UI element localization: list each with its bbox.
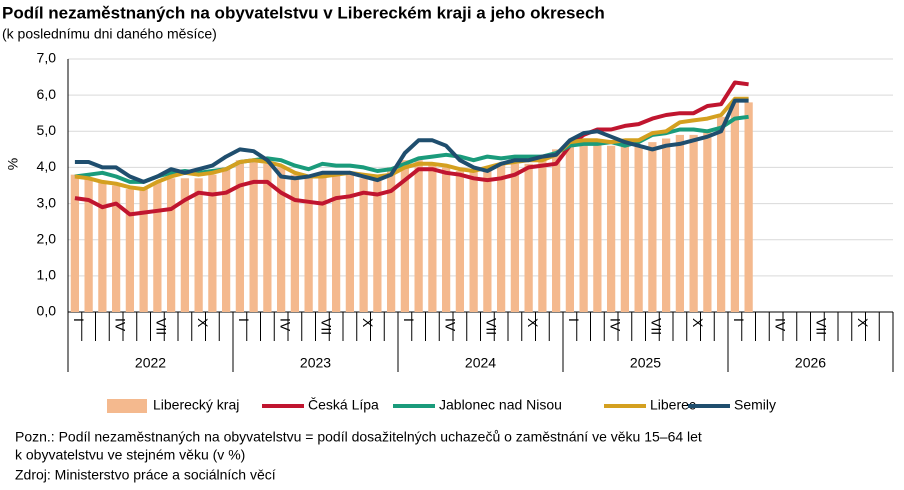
legend-label: Česká Lípa [308,397,379,413]
x-tick-label: VII [484,318,500,335]
bar [125,189,134,312]
x-tick-label: X [195,318,211,328]
x-tick-label: IV [772,318,788,332]
x-tick-label: X [360,318,376,328]
chart-title: Podíl nezaměstnaných na obyvatelstvu v L… [2,3,605,22]
bar [98,181,107,312]
bar [524,163,533,312]
bar [648,142,657,312]
legend-swatch [107,399,147,413]
y-tick-label: 6,0 [37,86,57,102]
x-tick-label: I [566,318,582,322]
bar [84,178,93,312]
bar [414,160,423,312]
x-tick-label: I [731,318,747,322]
bar [345,174,354,312]
bar [373,174,382,312]
bar [400,160,409,312]
bar [442,167,451,312]
y-tick-label: 3,0 [37,194,57,210]
y-tick-label: 0,0 [37,303,57,319]
line [74,80,749,217]
x-tick-label: I [401,318,417,322]
y-axis-label: % [5,158,21,170]
legend-label: Liberecký kraj [153,397,239,413]
x-tick-label: IV [607,318,623,332]
bar [510,163,519,312]
bar [538,160,547,312]
bar [70,174,79,312]
y-tick-label: 7,0 [37,50,57,66]
bar [194,178,203,312]
x-tick-label: IV [277,318,293,332]
x-tick-label: X [525,318,541,328]
bar [497,163,506,312]
x-tick-label: X [690,318,706,328]
year-label: 2025 [630,355,661,371]
year-label: 2026 [795,355,826,371]
bar [703,131,712,312]
bar [565,142,574,312]
bar [112,185,121,312]
bar [318,174,327,312]
y-tick-label: 1,0 [37,267,57,283]
x-tick-label: VII [649,318,665,335]
bar [689,134,698,312]
x-tick-label: IV [442,318,458,332]
bar [235,160,244,312]
bar [277,167,286,312]
bar [263,163,272,312]
bar [167,178,176,312]
bar [332,174,341,312]
year-label: 2022 [135,355,166,371]
bar [359,178,368,312]
bar [469,171,478,312]
bar [139,189,148,312]
source: Zdroj: Ministerstvo práce a sociálních v… [15,467,276,483]
bar [290,174,299,312]
bar [593,142,602,312]
bar [428,163,437,312]
legend-label: Liberec [650,397,696,413]
bar [675,134,684,312]
legend-label: Jablonec nad Nisou [439,397,562,413]
bar [455,171,464,312]
line [74,98,749,184]
x-tick-label: VII [154,318,170,335]
year-label: 2023 [300,355,331,371]
bar [387,167,396,312]
note: Pozn.: Podíl nezaměstnaných na obyvatels… [15,429,702,445]
bar [579,142,588,312]
y-tick-label: 2,0 [37,230,57,246]
bar [222,167,231,312]
chart-subtitle: (k poslednímu dni daného měsíce) [2,26,217,42]
x-tick-label: IV [112,318,128,332]
bar [717,116,726,312]
legend-label: Semily [734,397,776,413]
bar [153,181,162,312]
bar [552,149,561,312]
x-tick-label: X [855,318,871,328]
bar [304,178,313,312]
bar [730,102,739,312]
bar [607,145,616,312]
bar [249,160,258,312]
x-tick-label: VII [814,318,830,335]
x-tick-label: I [236,318,252,322]
y-tick-label: 5,0 [37,122,57,138]
x-tick-label: I [71,318,87,322]
bar [208,174,217,312]
bar [620,145,629,312]
bar [662,138,671,312]
bar [180,178,189,312]
x-tick-label: VII [319,318,335,335]
y-tick-label: 4,0 [37,158,57,174]
bar [634,145,643,312]
year-label: 2024 [465,355,496,371]
bar [483,167,492,312]
bar [744,102,753,312]
note: k obyvatelstvu ve stejném věku (v %) [15,447,245,463]
